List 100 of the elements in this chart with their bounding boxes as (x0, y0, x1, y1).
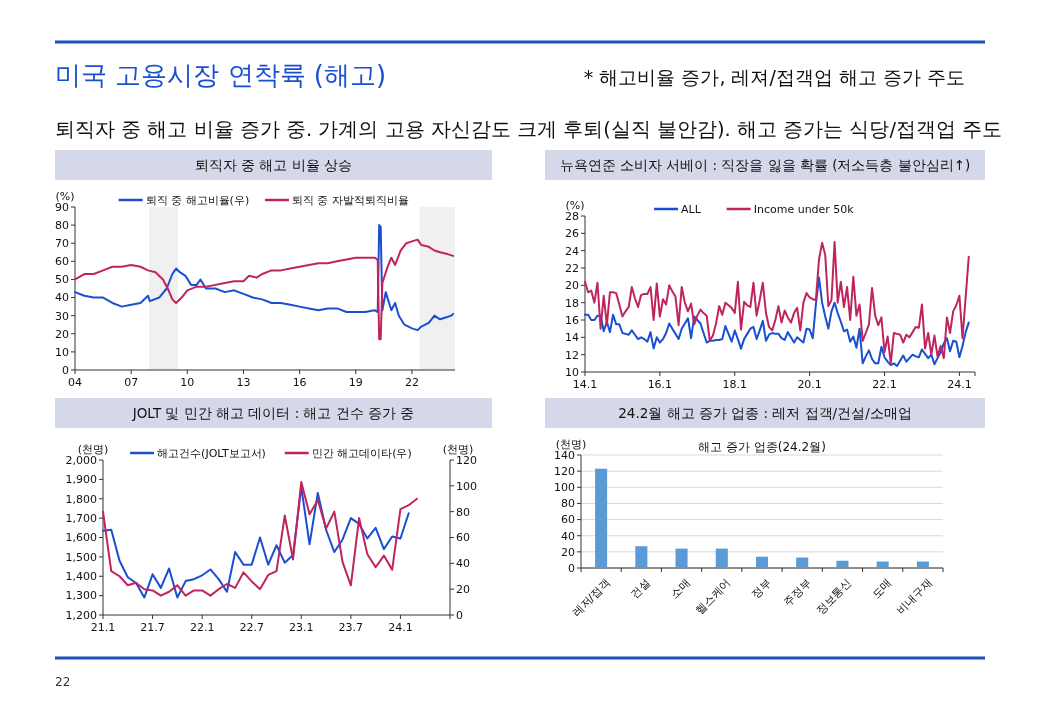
y-tick-label: 0 (62, 363, 69, 377)
y2-tick-label: 80 (456, 505, 470, 519)
y-tick-label: 2,000 (65, 453, 97, 467)
x-tick-label: 21.1 (90, 621, 116, 634)
y-tick-label: 80 (55, 218, 69, 232)
y-tick-label: 1,200 (65, 608, 97, 622)
x-tick-label: 도매 (869, 576, 895, 602)
y2-tick-label: 60 (456, 531, 470, 545)
y-tick-label: 20 (565, 279, 579, 293)
legend-label: Income under 50k (753, 202, 855, 216)
x-tick-label: 18.1 (722, 378, 748, 391)
line-series (584, 241, 970, 365)
x-tick-label: 건설 (628, 576, 653, 602)
x-tick-label: 24.1 (388, 621, 413, 634)
y2-tick-label: 120 (456, 453, 477, 467)
x-tick-label: 정부 (748, 576, 774, 602)
line-series (74, 224, 455, 332)
x-tick-label: 22.7 (239, 621, 264, 634)
legend-label: 퇴직 중 해고비율(우) (145, 193, 250, 207)
chart-subtitle: 해고 증가 업종(24.2월) (698, 440, 826, 454)
bar (715, 548, 728, 568)
y-tick-label: 20 (561, 545, 575, 559)
y-tick-label: 40 (561, 529, 575, 543)
x-tick-label: 23.1 (289, 621, 314, 634)
x-tick-label: 19 (348, 376, 363, 389)
y-tick-label: 10 (565, 365, 579, 379)
bar (916, 561, 929, 568)
y-tick-label: 1,600 (65, 531, 97, 545)
y-tick-label: 60 (55, 255, 69, 269)
y-tick-label: 1,400 (65, 570, 97, 584)
y2-tick-label: 40 (456, 557, 470, 571)
bar (635, 546, 648, 568)
y-tick-label: 90 (55, 200, 69, 214)
y-tick-label: 50 (55, 273, 69, 287)
y-tick-label: 140 (554, 448, 575, 462)
y-tick-label: 70 (55, 237, 69, 251)
y-tick-label: 12 (565, 348, 579, 362)
text: 퇴직자 중 해고 비율 증가 중. 가계의 고용 자신감도 크게 후퇴(실직 불안감). 해고 증가는 식당/접객업 주도 (55, 118, 1003, 141)
y2-tick-label: 100 (456, 479, 477, 493)
x-tick-label: 10 (180, 376, 195, 389)
y-tick-label: 14 (565, 331, 579, 345)
y-tick-label: 60 (561, 513, 575, 527)
y-tick-label: 22 (565, 261, 579, 275)
y2-tick-label: 20 (456, 583, 470, 597)
y-tick-label: 100 (554, 481, 575, 495)
chart-title: 뉴욕연준 소비자 서베이 : 직장을 잃을 확률 (저소득층 불안심리↑) (559, 156, 971, 173)
x-tick-label: 20.1 (797, 378, 822, 391)
y-tick-label: 16 (565, 313, 579, 327)
chart-title: 퇴직자 중 해고 비율 상승 (194, 156, 353, 173)
text: 미국 고용시장 연착륙 (해고) (55, 60, 387, 90)
bar (595, 468, 608, 568)
chart-title: JOLT 및 민간 해고 데이터 : 해고 건수 증가 중 (131, 404, 415, 421)
x-tick-label: 24.1 (947, 378, 972, 391)
y-axis-title: (%) (565, 199, 585, 212)
bar (796, 557, 809, 568)
y-tick-label: 26 (565, 227, 579, 241)
y-tick-label: 1,300 (65, 589, 97, 603)
y2-tick-label: 0 (456, 608, 463, 622)
y-axis-title: (%) (55, 190, 75, 203)
x-tick-label: 22.1 (872, 378, 897, 391)
legend-label: 퇴직 중 자발적퇴직비율 (292, 193, 409, 207)
x-tick-label: 23.7 (338, 621, 364, 634)
y-tick-label: 1,800 (65, 492, 97, 506)
line-series (74, 238, 455, 341)
y-tick-label: 1,500 (65, 550, 97, 564)
y-tick-label: 40 (55, 291, 69, 305)
text: * 해고비율 증가, 레져/접객업 해고 증가 주도 (583, 66, 965, 88)
x-tick-label: 21.7 (140, 621, 165, 634)
y-tick-label: 28 (565, 209, 579, 223)
chart-title: 24.2월 해고 증가 업종 : 레저 접객/건설/소매업 (618, 404, 912, 421)
y-tick-label: 10 (55, 345, 69, 359)
bar (836, 560, 849, 568)
y-axis-title: (천명) (77, 443, 109, 456)
x-tick-label: 07 (124, 376, 139, 389)
legend-label: ALL (681, 202, 702, 216)
bar (755, 556, 769, 568)
x-tick-label: 14.1 (572, 378, 598, 391)
y-tick-label: 20 (55, 327, 69, 341)
y2-axis-title: (천명) (442, 443, 474, 456)
x-tick-label: 22 (404, 376, 419, 389)
legend-label: 민간 해고데이타(우) (311, 446, 412, 460)
y-tick-label: 30 (55, 309, 69, 323)
y-tick-label: 1,900 (65, 473, 97, 487)
bar (675, 548, 688, 568)
x-tick-label: 04 (68, 376, 82, 389)
y-tick-label: 24 (565, 244, 579, 258)
y-tick-label: 1,700 (65, 511, 97, 525)
y-axis-title: (천명) (555, 438, 587, 451)
y-tick-label: 0 (568, 561, 575, 575)
x-tick-label: 16 (292, 376, 307, 389)
y-tick-label: 80 (561, 497, 575, 511)
y-tick-label: 18 (565, 296, 579, 310)
x-tick-label: 16.1 (647, 378, 673, 391)
x-tick-label: 13 (236, 376, 251, 389)
line-series (584, 276, 970, 367)
x-tick-label: 소매 (668, 576, 694, 602)
x-tick-label: 22.1 (189, 621, 215, 634)
legend-label: 해고건수(JOLT보고서) (157, 446, 266, 460)
y-tick-label: 120 (554, 464, 575, 478)
bar (876, 561, 889, 568)
